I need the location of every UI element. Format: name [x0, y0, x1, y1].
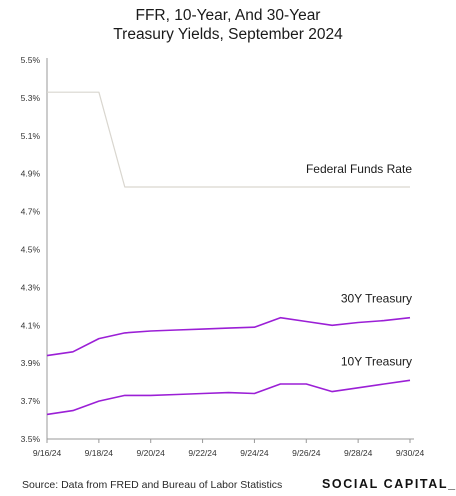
y-tick-label: 3.7%: [21, 396, 41, 406]
y-tick-label: 5.3%: [21, 93, 41, 103]
y-tick-label: 4.9%: [21, 169, 41, 179]
y-tick-label: 4.1%: [21, 320, 41, 330]
federal-funds-rate-line: [47, 91, 410, 188]
federal-funds-rate-label: Federal Funds Rate: [306, 162, 412, 176]
y-tick-label: 4.3%: [21, 282, 41, 292]
y-tick-label: 3.9%: [21, 358, 41, 368]
30y-treasury-label: 30Y Treasury: [341, 292, 412, 306]
x-tick-label: 9/28/24: [344, 448, 373, 458]
30y-treasury-line: [46, 316, 411, 357]
10y-treasury-line: [46, 379, 411, 416]
source-note: Source: Data from FRED and Bureau of Lab…: [22, 479, 283, 491]
chart-title: FFR, 10-Year, And 30-Year Treasury Yield…: [0, 6, 456, 44]
x-tick-label: 9/26/24: [292, 448, 321, 458]
x-tick-label: 9/24/24: [240, 448, 269, 458]
y-tick-label: 5.1%: [21, 131, 41, 141]
chart-title-line-2: Treasury Yields, September 2024: [113, 26, 343, 43]
brand-logo: SOCIAL CAPITAL_: [322, 477, 456, 491]
x-tick-label: 9/30/24: [396, 448, 425, 458]
x-tick-label: 9/20/24: [137, 448, 166, 458]
x-tick-label: 9/18/24: [85, 448, 114, 458]
y-tick-label: 4.7%: [21, 207, 41, 217]
y-tick-label: 3.5%: [21, 434, 41, 444]
x-tick-label: 9/16/24: [33, 448, 62, 458]
y-tick-label: 4.5%: [21, 245, 41, 255]
chart-title-line-1: FFR, 10-Year, And 30-Year: [135, 7, 321, 24]
x-tick-label: 9/22/24: [188, 448, 217, 458]
y-tick-label: 5.5%: [21, 55, 41, 65]
10y-treasury-label: 10Y Treasury: [341, 354, 412, 368]
